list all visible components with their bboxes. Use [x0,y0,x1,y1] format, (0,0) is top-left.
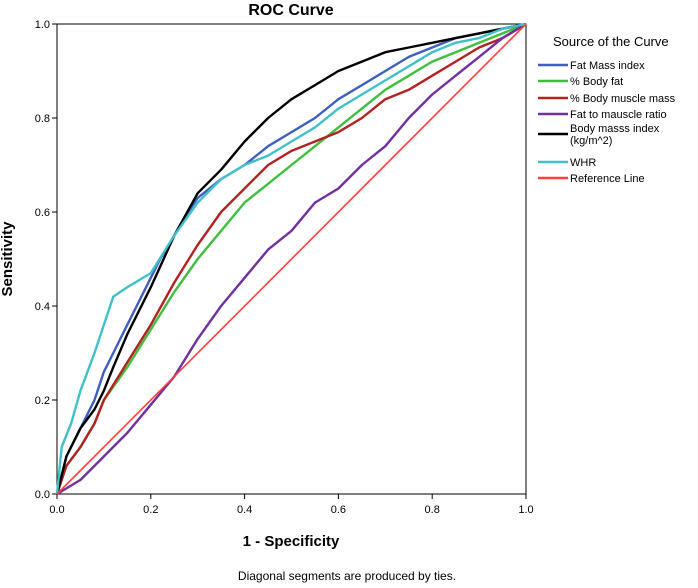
y-tick-label: 0.0 [35,489,50,501]
y-tick-label: 0.2 [35,395,50,407]
x-tick-label: 0.2 [143,504,158,516]
legend-title: Source of the Curve [553,34,669,49]
legend-label: Body masss index (kg/m^2) [570,123,660,147]
y-tick-label: 0.8 [35,113,50,125]
chart-title: ROC Curve [248,2,333,19]
legend-label: Reference Line [570,173,645,185]
x-tick-label: 1.0 [518,504,533,516]
legend: Source of the Curve Fat Mass index % Body… [538,34,676,185]
x-tick-label: 0.0 [49,504,64,516]
series-line-3 [56,22,527,496]
x-tick-label: 0.4 [237,504,252,516]
footnote: Diagonal segments are produced by ties. [238,569,456,583]
y-tick-label: 0.6 [35,207,50,219]
series-line-4 [55,22,527,495]
x-tick-label: 0.6 [331,504,346,516]
y-axis-label: Sensitivity [0,221,16,297]
legend-label: WHR [570,157,596,169]
series-layer [55,22,527,496]
x-axis-label: 1 - Specificity [243,533,340,550]
series-line-2 [55,22,527,495]
legend-label: % Body muscle mass [570,93,676,105]
legend-label: Fat to mauscle ratio [570,109,667,121]
x-axis: 0.0 0.2 0.4 0.6 0.8 1.0 [49,494,534,516]
y-tick-label: 1.0 [35,19,50,31]
y-axis: 0.0 0.2 0.4 0.6 0.8 1.0 [35,19,57,501]
y-tick-label: 0.4 [35,301,50,313]
legend-label: Fat Mass index [570,60,645,72]
series-line-5 [55,22,527,495]
series-line-6 [56,23,527,495]
x-tick-label: 0.8 [425,504,440,516]
legend-label: % Body fat [570,76,623,88]
